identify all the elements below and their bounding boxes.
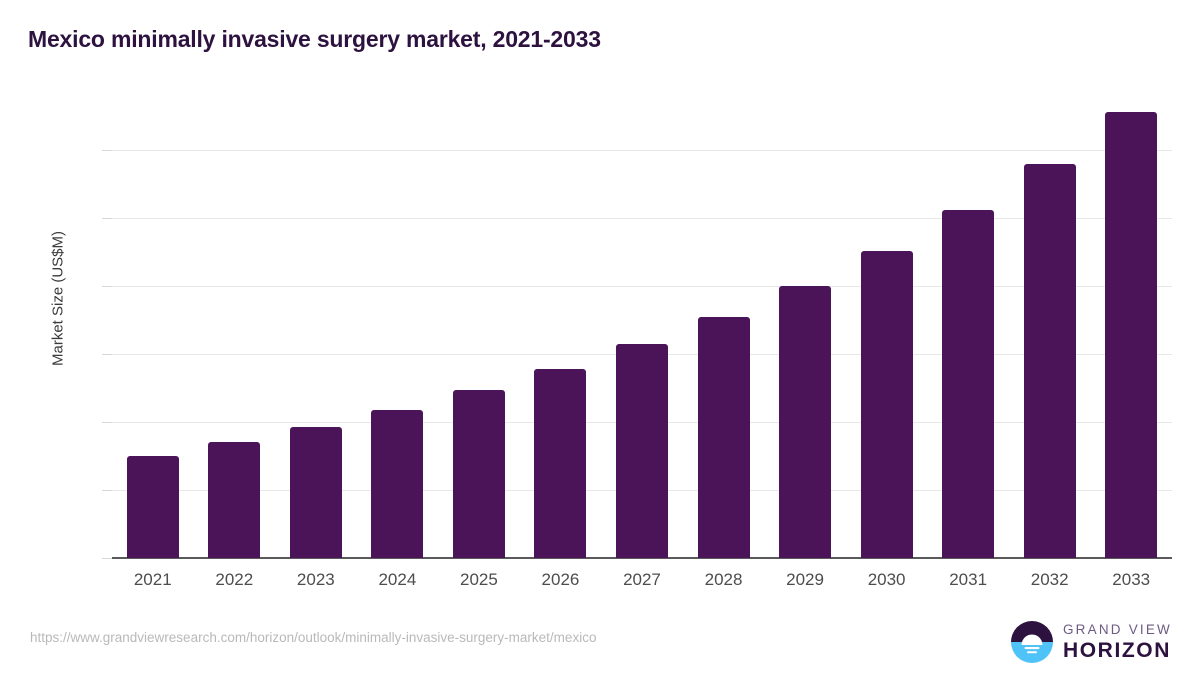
bar-2032[interactable] xyxy=(1023,163,1076,558)
brand-name-line1: GRAND VIEW xyxy=(1062,622,1172,638)
y-axis-tick xyxy=(102,218,112,219)
x-axis-tick-label: 2027 xyxy=(623,570,661,589)
x-axis-tick-label: 2032 xyxy=(1030,570,1069,589)
horizon-sunrise-circle-icon xyxy=(1010,621,1053,663)
y-axis-tick xyxy=(102,150,112,151)
y-axis-tick xyxy=(102,422,112,423)
bar-2025[interactable] xyxy=(452,390,505,558)
bar-2027[interactable] xyxy=(616,344,668,558)
bar-2030[interactable] xyxy=(860,250,913,558)
y-axis-title: Market Size (US$M) xyxy=(49,230,67,367)
page-title: Mexico minimally invasive surgery market… xyxy=(28,26,601,52)
x-axis-tick-label: 2031 xyxy=(949,570,988,589)
x-axis-tick-label: 2033 xyxy=(1112,570,1151,589)
brand-logo-text: GRAND VIEW HORIZON xyxy=(1063,623,1172,661)
bar-2024[interactable] xyxy=(371,410,424,558)
source-url[interactable]: https://www.grandviewresearch.com/horizo… xyxy=(30,630,597,645)
bar-2026[interactable] xyxy=(534,369,587,558)
gridline xyxy=(112,286,1172,287)
x-axis-tick-label: 2026 xyxy=(541,570,580,589)
x-axis-line xyxy=(112,557,1172,559)
x-axis-tick-label: 2023 xyxy=(296,570,335,589)
x-axis-tick-label: 2030 xyxy=(867,570,906,589)
bar-2029[interactable] xyxy=(779,286,832,558)
x-axis-tick-label: 2022 xyxy=(215,570,254,589)
gridline xyxy=(112,150,1172,151)
bar-2021[interactable] xyxy=(126,456,179,558)
bar-2023[interactable] xyxy=(289,427,342,558)
bar-2033[interactable] xyxy=(1105,111,1158,558)
x-axis-tick-label: 2025 xyxy=(459,570,498,589)
gridline xyxy=(112,218,1172,219)
x-axis-tick-label: 2024 xyxy=(378,570,417,589)
x-axis-tick-label: 2029 xyxy=(786,570,824,589)
chart-bars: 2021 2022 2023 2024 2025 2026 2027 2028 2029 2030… xyxy=(112,0,1172,600)
x-axis-tick-label: 2021 xyxy=(133,570,172,589)
chart-plot-area: Market Size (US$M) 02k4k6k8k10k12k 20212… xyxy=(49,0,1172,600)
y-axis-tick xyxy=(102,354,112,355)
bar-2031[interactable] xyxy=(942,210,995,558)
bar-2028[interactable] xyxy=(697,317,750,558)
bar-2022[interactable] xyxy=(208,442,261,558)
x-axis-tick-label: 2028 xyxy=(704,570,743,589)
y-axis-tick xyxy=(102,286,112,287)
y-axis-tick xyxy=(102,558,112,559)
y-axis-tick xyxy=(102,490,112,491)
brand-logo: GRAND VIEW HORIZON xyxy=(1010,620,1172,664)
brand-name-line2: HORIZON xyxy=(1062,638,1172,662)
